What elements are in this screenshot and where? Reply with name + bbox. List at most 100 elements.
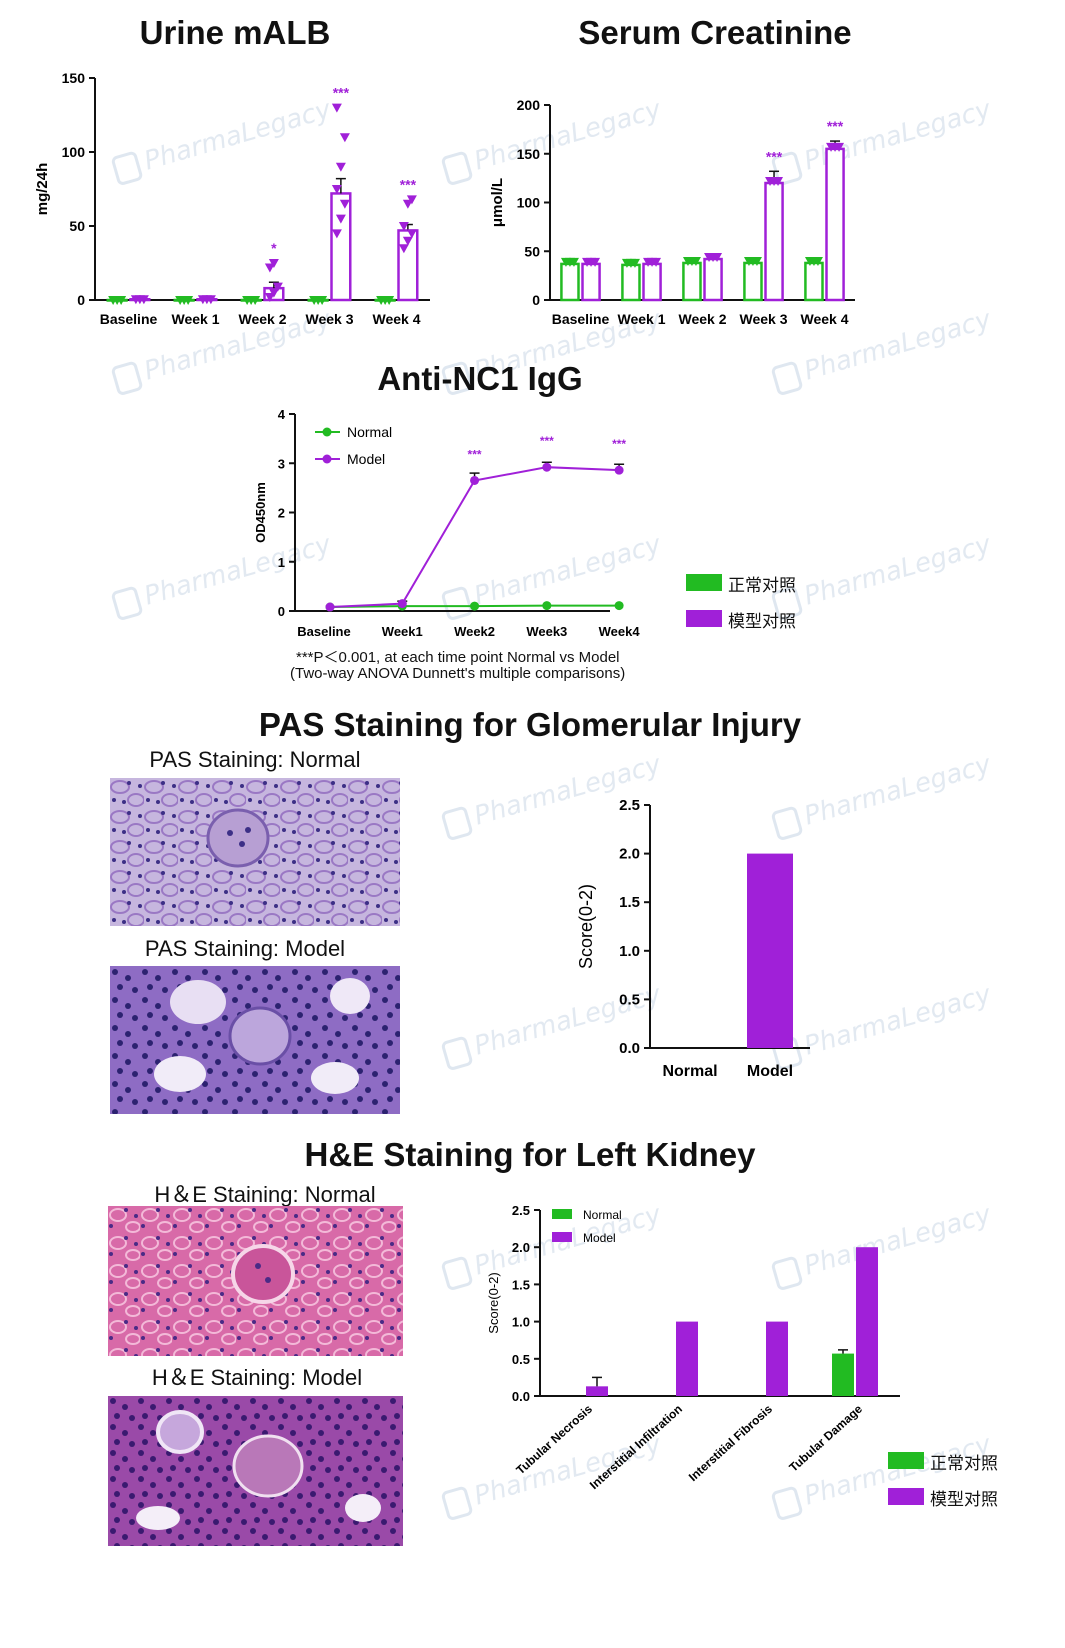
- legend-swatch: [552, 1209, 572, 1219]
- legend-swatch: [552, 1232, 572, 1242]
- y-tick-label: 50: [524, 243, 540, 259]
- data-point: [773, 177, 784, 186]
- data-point: [398, 222, 409, 231]
- bar-model: [676, 1321, 698, 1396]
- urine-title: Urine mALB: [139, 14, 331, 51]
- bar-model: [747, 853, 793, 1048]
- serum-title: Serum Creatinine: [578, 14, 852, 51]
- x-tick-label: Baseline: [297, 624, 350, 639]
- y-tick-label: 1.0: [512, 1315, 530, 1330]
- x-tick-label: Baseline: [100, 311, 158, 327]
- x-tick-label: Week 3: [740, 311, 788, 327]
- anti-chart: 0 1 2 3 4 OD450nm Baseline Week1 Week2 *** Week3 **…: [253, 407, 640, 639]
- he-normal-caption: H＆E Staining: Normal: [154, 1182, 376, 1207]
- bar-normal: [560, 262, 580, 302]
- data-point: [138, 295, 149, 305]
- significance-label: ***: [540, 434, 554, 448]
- bar-normal: [621, 263, 641, 302]
- y-tick-label: 0.0: [512, 1389, 530, 1404]
- data-point: [335, 214, 346, 224]
- data-point: [325, 602, 335, 612]
- pas-chart: 0.0 0.5 1.0 1.5 2.0 2.5 Score(0-2) Normal Model: [576, 797, 810, 1080]
- y-tick-label: 2.5: [619, 797, 640, 814]
- data-point: [470, 601, 480, 611]
- y-tick-label: 2.0: [619, 846, 640, 863]
- data-point: [651, 257, 662, 267]
- bar-model: [642, 262, 662, 302]
- y-tick-label: 100: [62, 144, 86, 160]
- data-point: [406, 195, 417, 205]
- bar-model: [825, 147, 845, 302]
- y-tick-label: 1.5: [619, 894, 640, 911]
- pas-normal-caption: PAS Staining: Normal: [149, 747, 361, 772]
- x-tick-label: Tubular Necrosis: [513, 1402, 595, 1478]
- y-tick-label: 0.5: [619, 991, 640, 1008]
- y-tick-label: 2: [278, 506, 285, 521]
- bar-normal: [682, 261, 702, 302]
- data-point: [339, 133, 350, 143]
- y-tick-label: 50: [69, 218, 85, 234]
- data-point: [264, 263, 275, 273]
- pas-model-caption: PAS Staining: Model: [144, 936, 346, 961]
- x-tick-label: Interstitial Fibrosis: [686, 1402, 775, 1484]
- y-tick-label: 100: [517, 195, 541, 211]
- anti-stats-note: ***P＜0.001, at each time point Normal vs…: [296, 649, 620, 666]
- he-title: H&E Staining for Left Kidney: [304, 1136, 756, 1173]
- data-point: [398, 244, 409, 254]
- legend-label: Model: [347, 451, 385, 467]
- he-model-image: [108, 1396, 403, 1546]
- significance-label: ***: [468, 447, 482, 461]
- data-point: [614, 465, 624, 475]
- y-axis-label: μmol/L: [489, 178, 506, 227]
- x-tick-label: Week1: [382, 624, 423, 639]
- y-tick-label: 2.5: [512, 1203, 530, 1218]
- legend-marker: [322, 454, 332, 464]
- x-tick-label: Week 4: [801, 311, 849, 327]
- significance-label: ***: [400, 176, 417, 192]
- y-tick-label: 0: [77, 292, 85, 308]
- data-point: [406, 229, 417, 239]
- he-normal-image: [108, 1206, 403, 1356]
- data-point: [250, 296, 261, 305]
- legend-label: Normal: [583, 1208, 622, 1222]
- legend-model-swatch: [686, 610, 722, 627]
- data-point: [339, 199, 350, 209]
- data-point: [542, 601, 552, 611]
- data-point: [402, 199, 413, 209]
- x-tick-label: Baseline: [552, 311, 610, 327]
- x-tick-label: Week 4: [373, 311, 421, 327]
- data-point: [834, 142, 845, 152]
- y-tick-label: 0.0: [619, 1040, 640, 1057]
- legend-model-label-2: 模型对照: [930, 1490, 998, 1510]
- x-tick-label: Week3: [526, 624, 567, 639]
- data-point: [331, 229, 342, 239]
- serum-chart: 0 50 100 150 200 μmol/L Baseline Week 1 Week 2 **…: [489, 97, 855, 327]
- anti-stats-method: (Two-way ANOVA Dunnett's multiple compar…: [290, 665, 626, 682]
- x-tick-label: Week 3: [306, 311, 354, 327]
- pas-normal-image: [110, 778, 400, 926]
- bar-model: [586, 1386, 608, 1396]
- data-point: [183, 296, 194, 305]
- bar-model: [856, 1247, 878, 1396]
- bar-normal: [804, 261, 824, 302]
- significance-label: *: [271, 240, 277, 256]
- data-point: [116, 296, 127, 305]
- x-tick-label: Week 2: [679, 311, 727, 327]
- bar-model: [581, 262, 601, 302]
- y-tick-label: 2.0: [512, 1240, 530, 1255]
- data-point: [812, 256, 823, 266]
- y-axis-label: OD450nm: [253, 482, 268, 543]
- data-point: [629, 258, 640, 268]
- legend-normal-label: 正常对照: [728, 576, 796, 596]
- significance-label: ***: [333, 85, 350, 101]
- bar-normal: [743, 261, 763, 302]
- significance-label: ***: [612, 437, 626, 451]
- pas-title: PAS Staining for Glomerular Injury: [258, 706, 802, 743]
- data-point: [264, 293, 275, 303]
- data-point: [331, 103, 342, 113]
- data-point: [751, 256, 762, 266]
- y-tick-label: 1: [278, 555, 285, 570]
- y-tick-label: 4: [278, 407, 286, 422]
- bar-normal: [832, 1353, 854, 1396]
- y-tick-label: 0: [278, 604, 285, 619]
